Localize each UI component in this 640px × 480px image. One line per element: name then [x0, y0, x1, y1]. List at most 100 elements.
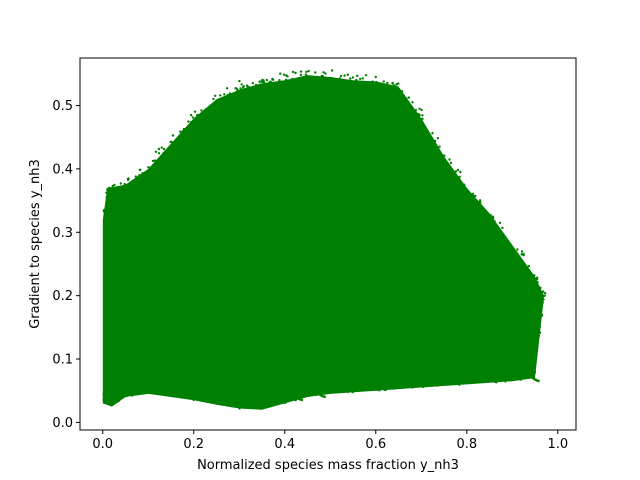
scatter-point: [370, 88, 373, 92]
scatter-point: [414, 109, 418, 112]
point-streak: [474, 325, 509, 380]
scatter-point: [112, 394, 116, 397]
scatter-point: [391, 82, 394, 85]
scatter-point: [352, 380, 355, 383]
scatter-point: [462, 189, 465, 193]
scatter-point: [150, 384, 153, 387]
scatter-point: [421, 117, 424, 121]
scatter-point: [447, 165, 450, 169]
scatter-point: [236, 395, 239, 398]
scatter-point: [330, 76, 333, 80]
scatter-point: [208, 399, 211, 402]
scatter-point: [265, 95, 268, 98]
scatter-point: [269, 84, 272, 88]
scatter-point: [105, 203, 108, 206]
scatter-point: [375, 81, 378, 84]
scatter-point: [542, 298, 545, 301]
scatter-point: [132, 193, 135, 197]
scatter-point: [404, 378, 408, 381]
scatter-point: [138, 390, 141, 393]
scatter-point: [516, 370, 519, 374]
scatter-point: [386, 91, 389, 95]
scatter-point: [418, 382, 421, 385]
scatter-point: [445, 379, 448, 382]
scatter-point: [389, 379, 392, 382]
scatter-point: [300, 396, 303, 399]
scatter-point: [491, 375, 494, 378]
scatter-point: [138, 174, 141, 177]
scatter-point: [396, 383, 399, 386]
scatter-point: [120, 386, 123, 389]
scatter-point: [156, 167, 159, 170]
scatter-point: [266, 398, 270, 402]
scatter-point: [471, 371, 474, 375]
scatter-point: [256, 396, 259, 399]
scatter-point: [439, 160, 442, 163]
scatter-point: [148, 386, 152, 389]
scatter-point: [266, 402, 269, 405]
scatter-point: [222, 400, 226, 404]
y-tick-label: 0.4: [52, 162, 73, 177]
scatter-point: [243, 89, 246, 93]
scatter-point: [199, 389, 203, 392]
scatter-point: [168, 386, 171, 389]
scatter-point: [501, 369, 505, 372]
scatter-point: [523, 264, 527, 267]
scatter-point: [197, 395, 200, 398]
scatter-point: [129, 388, 133, 392]
scatter-point: [503, 244, 507, 247]
scatter-point: [214, 105, 217, 109]
scatter-point: [220, 400, 223, 404]
scatter-point: [247, 92, 250, 96]
scatter-point: [194, 120, 197, 124]
scatter-point: [422, 133, 426, 136]
scatter-point: [535, 354, 538, 357]
scatter-point: [458, 375, 462, 378]
scatter-point: [430, 380, 433, 384]
scatter-point: [529, 281, 533, 285]
scatter-point: [162, 147, 166, 151]
scatter-point: [182, 391, 186, 395]
scatter-point: [159, 164, 163, 167]
scatter-point: [124, 190, 128, 194]
scatter-point: [403, 386, 407, 389]
scatter-point: [153, 159, 157, 162]
scatter-point: [508, 244, 511, 247]
scatter-point: [383, 83, 386, 86]
scatter-point: [384, 388, 387, 392]
scatter-point: [421, 380, 424, 384]
scatter-point: [142, 172, 145, 175]
scatter-point: [293, 396, 296, 399]
scatter-point: [540, 303, 543, 306]
scatter-point: [468, 381, 471, 385]
scatter-point: [262, 86, 266, 89]
scatter-point: [107, 395, 111, 398]
scatter-point: [504, 380, 507, 383]
scatter-point: [112, 401, 115, 405]
scatter-point: [164, 156, 167, 159]
scatter-point: [157, 147, 161, 151]
scatter-point: [209, 110, 212, 114]
scatter-point: [350, 88, 353, 91]
scatter-point: [491, 217, 495, 220]
scatter-point: [263, 396, 267, 399]
scatter-point: [151, 167, 155, 171]
scatter-point: [536, 281, 539, 284]
scatter-point: [309, 386, 312, 389]
scatter-point: [269, 80, 272, 83]
scatter-point: [411, 386, 414, 389]
scatter-point: [322, 390, 325, 393]
scatter-point: [394, 96, 397, 99]
scatter-point: [540, 313, 544, 316]
scatter-point: [376, 85, 379, 88]
scatter-point: [344, 80, 347, 84]
scatter-point: [103, 211, 106, 214]
scatter-point: [448, 172, 451, 175]
scatter-point: [379, 380, 382, 383]
scatter-point: [442, 376, 445, 379]
scatter-point: [454, 375, 457, 378]
scatter-point: [212, 97, 215, 101]
scatter-point: [277, 400, 280, 404]
scatter-point: [389, 97, 392, 100]
scatter-point: [236, 91, 239, 94]
